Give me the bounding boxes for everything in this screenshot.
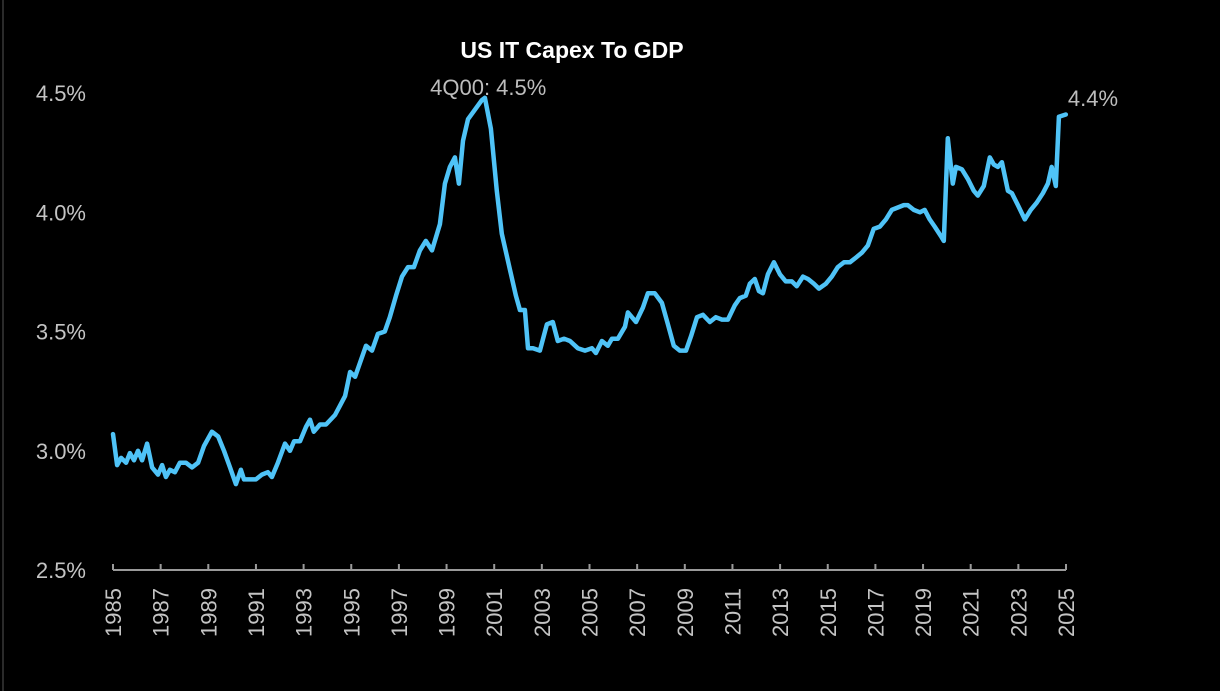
x-axis: 1985 1987 1989 1991 1993 1995 1997 1999 2001 2003… — [101, 564, 1079, 637]
x-tick-label: 1993 — [292, 588, 317, 637]
x-tick-label: 1999 — [435, 588, 460, 637]
x-tick-label: 1991 — [244, 588, 269, 637]
x-tick-label: 2021 — [959, 588, 984, 637]
y-tick-label: 4.0% — [36, 200, 86, 225]
x-tick-label: 2015 — [816, 588, 841, 637]
x-tick-label: 2007 — [625, 588, 650, 637]
x-tick-label: 1997 — [387, 588, 412, 637]
latest-value-annotation: 4.4% — [1068, 86, 1118, 111]
x-tick-label: 2019 — [911, 588, 936, 637]
y-axis: 2.5% 3.0% 3.5% 4.0% 4.5% — [36, 81, 86, 583]
x-tick-label: 2023 — [1006, 588, 1031, 637]
x-tick-label: 1995 — [339, 588, 364, 637]
plot-area — [110, 95, 1069, 487]
series-line — [110, 95, 1069, 487]
x-tick-label: 2005 — [578, 588, 603, 637]
peak-annotation: 4Q00: 4.5% — [430, 75, 546, 100]
y-tick-label: 3.0% — [36, 439, 86, 464]
y-tick-label: 4.5% — [36, 81, 86, 106]
x-tick-label: 2017 — [863, 588, 888, 637]
image-border — [2, 0, 4, 691]
chart-title: US IT Capex To GDP — [460, 37, 683, 63]
x-tick-label: 2001 — [482, 588, 507, 637]
x-tick-label: 1987 — [149, 588, 174, 637]
y-tick-label: 2.5% — [36, 558, 86, 583]
x-tick-label: 2011 — [720, 588, 745, 635]
x-tick-label: 1989 — [196, 588, 221, 637]
x-tick-label: 2013 — [768, 588, 793, 637]
y-tick-label: 3.5% — [36, 320, 86, 345]
x-tick-label: 2003 — [530, 588, 555, 637]
x-tick-label: 1985 — [101, 588, 126, 637]
x-tick-label: 2009 — [673, 588, 698, 637]
x-tick-label: 2025 — [1054, 588, 1079, 637]
